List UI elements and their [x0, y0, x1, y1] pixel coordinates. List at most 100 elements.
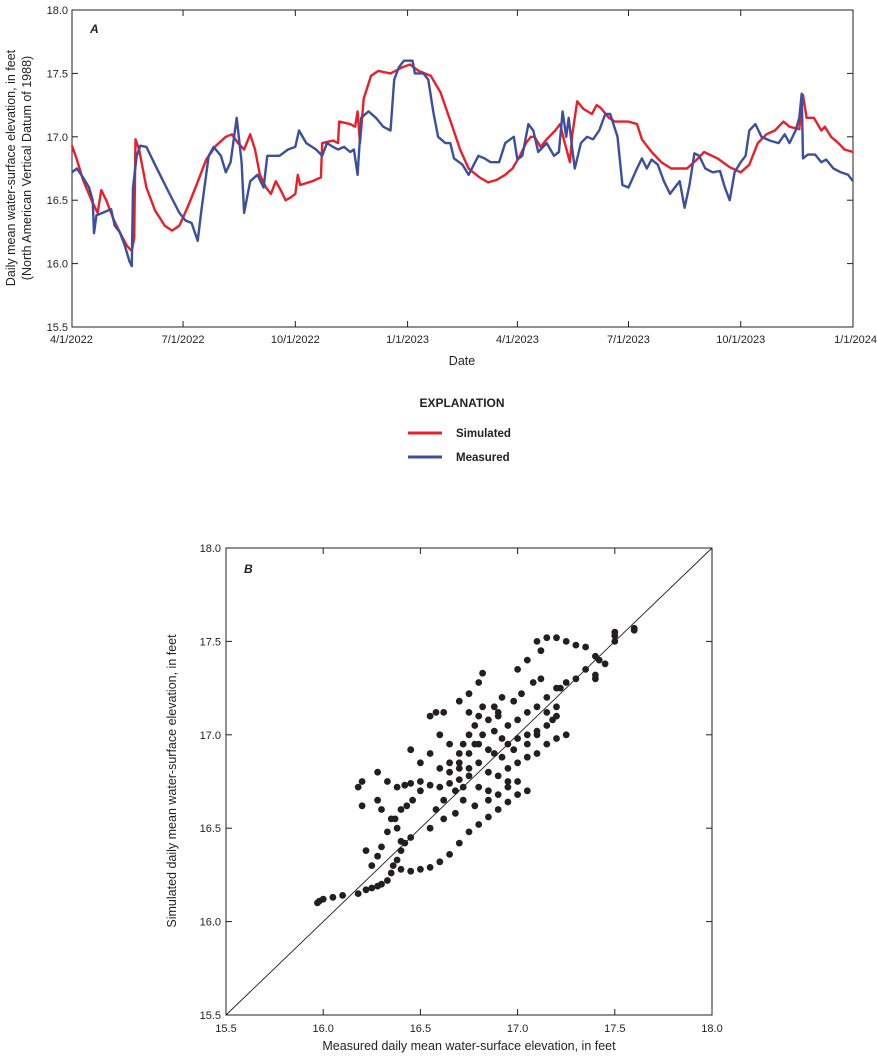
- legend: EXPLANATION Simulated Measured: [408, 396, 511, 464]
- scatter-point: [533, 750, 541, 757]
- scatter-point: [374, 852, 381, 860]
- scatter-point: [397, 847, 405, 854]
- scatter-point: [440, 709, 448, 716]
- scatter-point: [403, 802, 411, 810]
- panel-b-label: B: [244, 562, 253, 576]
- panel-a-plot-frame: [71, 9, 854, 328]
- scatter-point: [465, 765, 473, 772]
- scatter-point: [436, 858, 444, 866]
- scatter-point: [426, 824, 434, 832]
- panel-a-y-tick-label: 18.0: [47, 5, 68, 17]
- panel-b-y-tick-label: 18.0: [200, 543, 221, 555]
- scatter-point: [543, 740, 551, 748]
- panel-b-y-tick-label: 16.0: [200, 917, 221, 929]
- scatter-point: [471, 722, 479, 729]
- scatter-point: [407, 780, 415, 787]
- scatter-point: [455, 750, 463, 757]
- scatter-point: [459, 783, 467, 791]
- scatter-point: [485, 746, 492, 754]
- scatter-point: [358, 778, 366, 785]
- legend-title: EXPLANATION: [419, 396, 504, 410]
- scatter-point: [387, 869, 395, 877]
- scatter-point: [446, 851, 453, 858]
- panel-b-y-tick-label: 15.5: [200, 1010, 221, 1022]
- scatter-point: [494, 709, 502, 716]
- scatter-point: [417, 787, 424, 795]
- scatter-point: [440, 796, 448, 804]
- panel-b-x-tick-label: 15.5: [215, 1023, 236, 1035]
- panel-b-plot-frame: [225, 547, 713, 1016]
- scatter-point: [417, 778, 424, 785]
- scatter-point: [407, 746, 415, 754]
- scatter-point: [490, 750, 498, 757]
- scatter-point: [362, 847, 370, 854]
- scatter-point: [362, 886, 370, 894]
- scatter-point: [529, 679, 537, 686]
- legend-measured-label: Measured: [456, 452, 510, 464]
- scatter-point: [475, 783, 483, 791]
- scatter-point: [498, 694, 506, 701]
- scatter-point: [485, 813, 492, 821]
- panel-a-y-axis-title-line1: Daily mean water-surface elevation, in f…: [4, 49, 18, 286]
- scatter-point: [504, 765, 512, 772]
- panel-a-y-tick-label: 16.5: [47, 195, 68, 207]
- scatter-point: [562, 638, 570, 645]
- scatter-point: [582, 643, 589, 651]
- scatter-point: [485, 768, 492, 776]
- scatter-point: [553, 712, 560, 720]
- panel-a-series: [70, 59, 854, 268]
- scatter-point: [533, 638, 541, 645]
- scatter-point: [504, 778, 512, 785]
- scatter-point: [455, 776, 463, 783]
- panel-a-y-tick-label: 17.5: [47, 68, 68, 80]
- scatter-point: [393, 856, 401, 864]
- scatter-point: [354, 890, 362, 897]
- panel-a-y-tick-label: 16.0: [47, 259, 68, 271]
- scatter-point: [426, 781, 434, 789]
- scatter-point: [452, 787, 459, 795]
- scatter-point: [595, 656, 603, 664]
- panel-b-ticks: 15.5 16.0 16.5 17.0 17.5 18.0 15.5 16.0 16.5 17.0…: [200, 543, 723, 1035]
- panel-a-x-tick-label: 7/1/2022: [162, 334, 205, 346]
- scatter-point: [471, 802, 479, 810]
- panel-a-label: A: [89, 22, 99, 36]
- scatter-point: [387, 815, 395, 823]
- scatter-point: [490, 727, 498, 735]
- scatter-point: [582, 666, 589, 673]
- scatter-point: [358, 802, 366, 810]
- scatter-point: [426, 712, 434, 720]
- scatter-point: [475, 821, 483, 828]
- scatter-point: [374, 796, 381, 804]
- scatter-point: [432, 806, 440, 813]
- scatter-point: [465, 750, 473, 757]
- scatter-point: [537, 647, 545, 655]
- scatter-point: [329, 893, 337, 901]
- scatter-point: [459, 796, 467, 804]
- panel-a-x-tick-label: 10/1/2022: [271, 334, 320, 346]
- scatter-point: [401, 839, 409, 847]
- scatter-point: [397, 806, 405, 813]
- scatter-point: [518, 690, 525, 698]
- scatter-point: [537, 675, 545, 683]
- panel-b-x-tick-label: 16.0: [312, 1023, 333, 1035]
- one-to-one-line: [225, 547, 713, 1016]
- scatter-point: [572, 675, 580, 683]
- scatter-point: [494, 806, 502, 813]
- panel-a-x-axis-title: Date: [449, 354, 475, 368]
- panel-b-x-tick-label: 18.0: [701, 1023, 722, 1035]
- panel-b-points: [314, 624, 638, 907]
- scatter-point: [368, 862, 376, 869]
- panel-a-x-tick-label: 10/1/2023: [716, 334, 765, 346]
- scatter-point: [533, 731, 541, 739]
- scatter-point: [572, 641, 580, 649]
- scatter-point: [510, 746, 518, 754]
- scatter-point: [553, 634, 560, 642]
- scatter-point: [397, 865, 405, 873]
- panel-a-x-tick-label: 4/1/2023: [496, 334, 539, 346]
- scatter-point: [485, 787, 492, 795]
- scatter-point: [446, 780, 453, 787]
- scatter-point: [514, 778, 521, 785]
- scatter-point: [378, 880, 385, 888]
- scatter-point: [523, 656, 531, 664]
